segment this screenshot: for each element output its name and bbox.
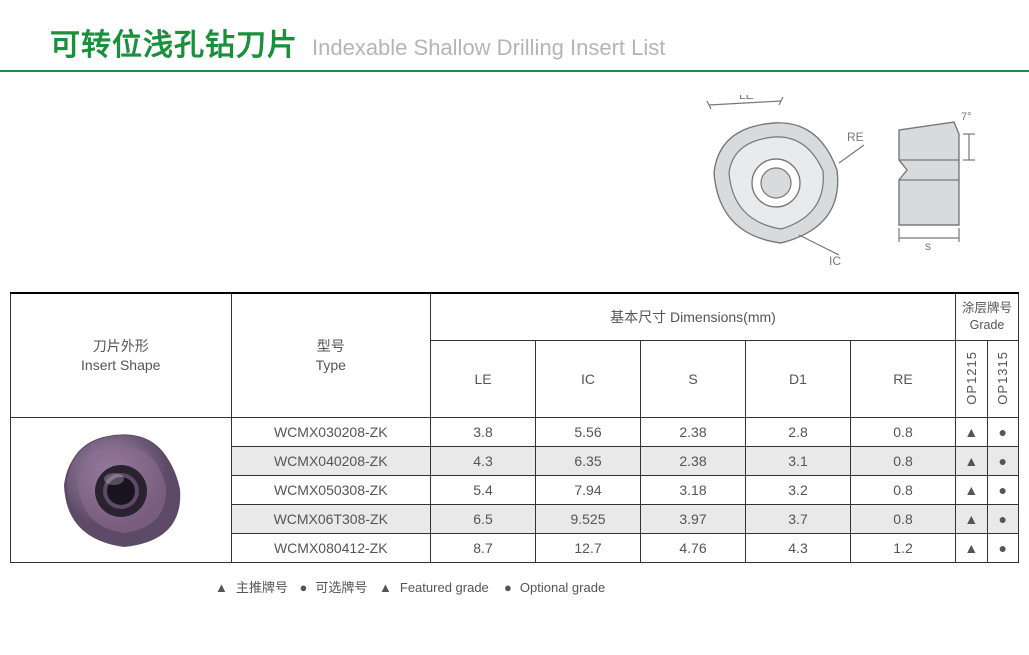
cell-ic: 7.94 [536,476,641,505]
col-header-type: 型号Type [231,293,431,418]
col-op1315: OP1315 [987,340,1019,418]
table-row: WCMX030208-ZK3.85.562.382.80.8▲● [11,418,1019,447]
cell-ic: 12.7 [536,534,641,563]
col-op1215: OP1215 [956,340,988,418]
cell-g2: ● [987,476,1019,505]
cell-d1: 3.1 [746,447,851,476]
col-header-shape: 刀片外形Insert Shape [11,293,232,418]
cell-g2: ● [987,505,1019,534]
cell-ic: 6.35 [536,447,641,476]
legend: ▲ 主推牌号 ● 可选牌号 ▲ Featured grade ● Optional gr… [0,577,1029,596]
dim-label-re: RE [847,130,864,144]
cell-d1: 3.2 [746,476,851,505]
col-le: LE [431,340,536,418]
cell-d1: 3.7 [746,505,851,534]
col-header-dimensions: 基本尺寸 Dimensions(mm) [431,293,956,340]
cell-le: 6.5 [431,505,536,534]
cell-g2: ● [987,534,1019,563]
cell-le: 3.8 [431,418,536,447]
cell-s: 4.76 [641,534,746,563]
cell-le: 5.4 [431,476,536,505]
spec-table: 刀片外形Insert Shape 型号Type 基本尺寸 Dimensions(… [10,292,1019,563]
cell-s: 2.38 [641,447,746,476]
cell-re: 0.8 [851,505,956,534]
cell-d1: 2.8 [746,418,851,447]
title-chinese: 可转位浅孔钻刀片 [50,20,298,64]
legend-triangle-icon-2: ▲ [379,580,392,595]
cell-g1: ▲ [956,534,988,563]
cell-g1: ▲ [956,505,988,534]
insert-shape-image [11,418,232,563]
col-ic: IC [536,340,641,418]
legend-optional-en: Optional grade [520,580,605,595]
dim-label-s: s [925,239,931,253]
cell-s: 3.97 [641,505,746,534]
dim-label-angle: 7° [961,111,972,123]
dim-label-le: LE [739,95,754,102]
legend-circle-icon-2: ● [504,580,512,595]
cell-ic: 9.525 [536,505,641,534]
col-re: RE [851,340,956,418]
cell-s: 3.18 [641,476,746,505]
cell-re: 1.2 [851,534,956,563]
cell-d1: 4.3 [746,534,851,563]
cell-le: 8.7 [431,534,536,563]
cell-g1: ▲ [956,476,988,505]
cell-ic: 5.56 [536,418,641,447]
cell-g1: ▲ [956,447,988,476]
cell-re: 0.8 [851,476,956,505]
col-d1: D1 [746,340,851,418]
spec-table-container: 刀片外形Insert Shape 型号Type 基本尺寸 Dimensions(… [0,292,1029,563]
cell-re: 0.8 [851,447,956,476]
cell-type: WCMX080412-ZK [231,534,431,563]
col-s: S [641,340,746,418]
title-english: Indexable Shallow Drilling Insert List [312,35,665,61]
legend-featured-cn: 主推牌号 [236,580,288,595]
cell-re: 0.8 [851,418,956,447]
cell-g1: ▲ [956,418,988,447]
legend-triangle-icon: ▲ [215,580,228,595]
col-header-grade: 涂层牌号Grade [956,293,1019,340]
cell-type: WCMX040208-ZK [231,447,431,476]
page-title-bar: 可转位浅孔钻刀片 Indexable Shallow Drilling Inse… [0,20,1029,72]
legend-optional-cn: 可选牌号 [315,580,367,595]
spec-table-body: WCMX030208-ZK3.85.562.382.80.8▲●WCMX0402… [11,418,1019,563]
cell-g2: ● [987,447,1019,476]
cell-s: 2.38 [641,418,746,447]
dim-label-ic: IC [829,254,841,265]
cell-type: WCMX050308-ZK [231,476,431,505]
cell-type: WCMX030208-ZK [231,418,431,447]
legend-featured-en: Featured grade [400,580,489,595]
legend-circle-icon: ● [300,580,308,595]
insert-technical-diagram: LE RE IC 7° s [669,95,989,265]
cell-type: WCMX06T308-ZK [231,505,431,534]
cell-le: 4.3 [431,447,536,476]
cell-g2: ● [987,418,1019,447]
